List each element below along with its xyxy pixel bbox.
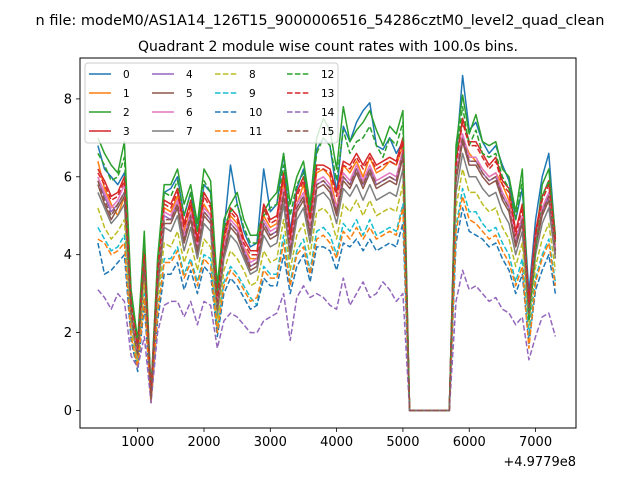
series-layer (97, 74, 557, 412)
figure-suptitle: n file: modeM0/AS1A14_126T15_9000006516_… (36, 13, 605, 29)
legend-label-4: 4 (186, 69, 193, 81)
legend-label-15: 15 (321, 126, 334, 138)
legend-label-9: 9 (249, 88, 256, 100)
x-tick-label: 4000 (320, 435, 353, 450)
series-line-7 (97, 152, 557, 412)
y-axis: 0 2 4 6 8 (64, 92, 80, 419)
series-line-8 (97, 168, 557, 412)
legend-label-0: 0 (123, 69, 130, 81)
legend-label-14: 14 (321, 107, 335, 119)
x-axis: 1000 2000 3000 4000 5000 6000 7000 (121, 428, 552, 450)
y-tick-label: 6 (64, 170, 72, 185)
y-tick-label: 0 (64, 404, 72, 419)
series-line-11 (97, 195, 557, 412)
legend-label-7: 7 (186, 126, 193, 138)
x-offset-label: +4.9779e8 (503, 455, 576, 470)
legend-label-8: 8 (249, 69, 256, 81)
series-line-10 (97, 207, 557, 412)
legend-frame (84, 62, 339, 144)
legend-label-12: 12 (321, 69, 334, 81)
y-tick-label: 2 (64, 326, 72, 341)
y-tick-label: 8 (64, 92, 72, 107)
y-tick-label: 4 (64, 248, 72, 263)
x-tick-label: 6000 (453, 435, 486, 450)
series-line-6 (97, 133, 557, 412)
x-tick-label: 7000 (519, 435, 552, 450)
series-line-14 (97, 269, 557, 412)
series-line-5 (97, 140, 557, 412)
chart-title: Quadrant 2 module wise count rates with … (138, 39, 518, 55)
plot-frame (79, 57, 577, 429)
legend-label-6: 6 (186, 107, 193, 119)
series-line-15 (97, 137, 557, 412)
series-line-2 (97, 94, 557, 412)
series-line-12 (97, 105, 557, 412)
legend-label-11: 11 (249, 126, 262, 138)
legend-label-2: 2 (123, 107, 130, 119)
legend-label-1: 1 (123, 88, 130, 100)
legend-label-3: 3 (123, 126, 130, 138)
legend-label-5: 5 (186, 88, 193, 100)
x-tick-label: 2000 (187, 435, 220, 450)
x-tick-label: 3000 (254, 435, 287, 450)
x-tick-label: 5000 (386, 435, 419, 450)
legend-label-10: 10 (249, 107, 262, 119)
x-tick-label: 1000 (121, 435, 154, 450)
legend-label-13: 13 (321, 88, 334, 100)
